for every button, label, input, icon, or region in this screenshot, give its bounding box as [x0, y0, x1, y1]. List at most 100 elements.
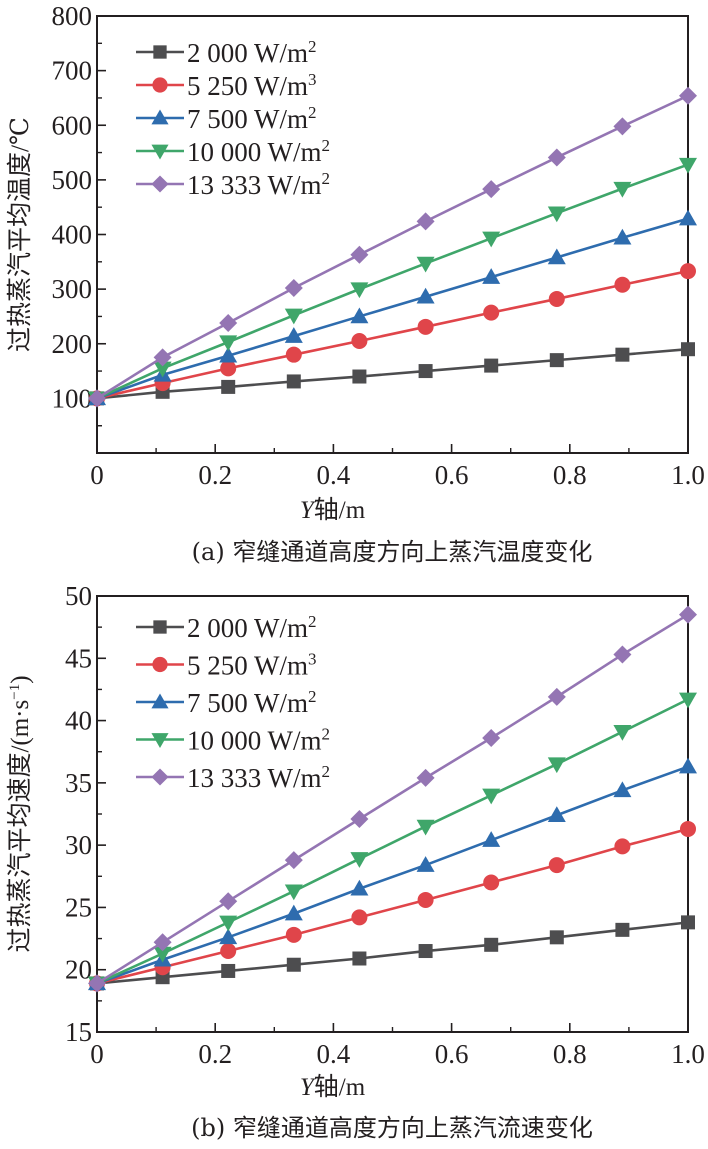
data-point — [416, 256, 435, 273]
figure-caption: (a) 窄缝通道高度方向上蒸汽温度变化 — [192, 538, 593, 566]
data-point — [483, 874, 500, 891]
x-axis-label: Y轴/m — [300, 496, 366, 524]
data-point — [284, 327, 303, 343]
x-tick-label: 0.4 — [317, 1039, 351, 1069]
y-tick-label: 25 — [65, 892, 92, 922]
y-tick-label: 20 — [65, 955, 92, 985]
series-line — [96, 163, 689, 400]
data-point — [483, 304, 500, 321]
data-point — [220, 360, 237, 377]
data-point — [613, 117, 632, 136]
data-point — [613, 725, 632, 741]
legend-label: 2 000 W/m2 — [187, 612, 317, 643]
legend-marker — [151, 733, 169, 749]
data-point — [416, 212, 435, 231]
legend-marker — [151, 144, 169, 160]
legend-label: 13 333 W/m2 — [187, 762, 330, 793]
legend-marker — [151, 693, 169, 709]
legend-label: 7 500 W/m2 — [187, 687, 317, 718]
legend-item: 7 500 W/m2 — [136, 103, 317, 134]
y-tick-label: 100 — [52, 383, 93, 413]
y-tick-label: 700 — [52, 56, 93, 86]
data-point — [219, 928, 238, 945]
x-tick-label: 0.6 — [435, 1039, 469, 1069]
data-point — [482, 268, 501, 284]
series-line — [96, 827, 689, 985]
series-line — [96, 698, 689, 985]
data-point — [219, 346, 238, 363]
legend-marker — [153, 45, 167, 59]
data-point — [613, 181, 632, 198]
data-point — [153, 361, 172, 378]
data-point — [352, 369, 367, 384]
data-point — [418, 364, 433, 379]
data-point — [548, 290, 565, 307]
data-point — [351, 909, 368, 926]
series-diamond — [88, 86, 697, 408]
x-tick-label: 0.2 — [198, 460, 232, 490]
legend-label: 7 500 W/m2 — [187, 103, 317, 134]
data-point — [679, 86, 697, 105]
y-tick-label: 800 — [52, 1, 93, 31]
data-point — [681, 915, 695, 930]
data-point — [547, 687, 566, 706]
data-point — [153, 348, 172, 367]
data-point — [680, 820, 696, 837]
y-tick-label: 500 — [52, 165, 93, 195]
x-tick-label: 0.6 — [435, 460, 469, 490]
data-point — [286, 374, 301, 389]
legend-marker — [151, 175, 169, 193]
data-point — [679, 692, 697, 709]
legend-item: 2 000 W/m2 — [136, 612, 317, 643]
data-point — [153, 933, 172, 952]
y-tick-label: 45 — [65, 643, 92, 673]
x-tick-label: 0 — [90, 460, 104, 490]
data-point — [219, 313, 238, 332]
data-point — [547, 757, 566, 774]
legend-item: 5 250 W/m3 — [136, 70, 317, 101]
data-point — [416, 856, 435, 872]
data-point — [153, 946, 172, 963]
y-tick-label: 40 — [65, 706, 92, 736]
data-point — [352, 951, 367, 966]
legend-label: 13 333 W/m2 — [187, 169, 330, 200]
legend-label: 5 250 W/m3 — [187, 70, 317, 101]
legend-label: 2 000 W/m2 — [187, 37, 317, 68]
series-line — [96, 94, 689, 400]
legend-item: 10 000 W/m2 — [136, 136, 330, 167]
y-tick-label: 400 — [52, 220, 93, 250]
data-point — [680, 263, 696, 280]
data-point — [350, 809, 369, 828]
data-point — [548, 857, 565, 874]
legend-marker — [151, 768, 169, 786]
data-point — [613, 228, 632, 245]
data-point — [219, 892, 238, 911]
legend-item: 13 333 W/m2 — [136, 762, 330, 793]
data-point — [547, 248, 566, 265]
data-point — [484, 937, 499, 952]
data-point — [284, 308, 303, 325]
series-line — [96, 765, 689, 985]
data-point — [615, 922, 630, 937]
legend-item: 7 500 W/m2 — [136, 687, 317, 718]
data-point — [484, 358, 499, 373]
data-point — [679, 157, 697, 174]
data-point — [614, 276, 631, 293]
legend-label: 10 000 W/m2 — [187, 136, 330, 167]
series-line — [96, 613, 689, 985]
data-point — [221, 379, 236, 394]
legend-marker — [152, 656, 168, 673]
data-point — [547, 206, 566, 223]
data-point — [547, 806, 566, 822]
data-point — [679, 209, 697, 226]
y-tick-label: 50 — [65, 581, 92, 611]
data-point — [284, 279, 303, 298]
data-point — [350, 245, 369, 264]
data-point — [679, 757, 697, 774]
x-axis-label: Y轴/m — [300, 1073, 366, 1101]
series-triangle-down — [88, 692, 697, 993]
data-point — [351, 333, 368, 350]
data-point — [220, 943, 237, 960]
